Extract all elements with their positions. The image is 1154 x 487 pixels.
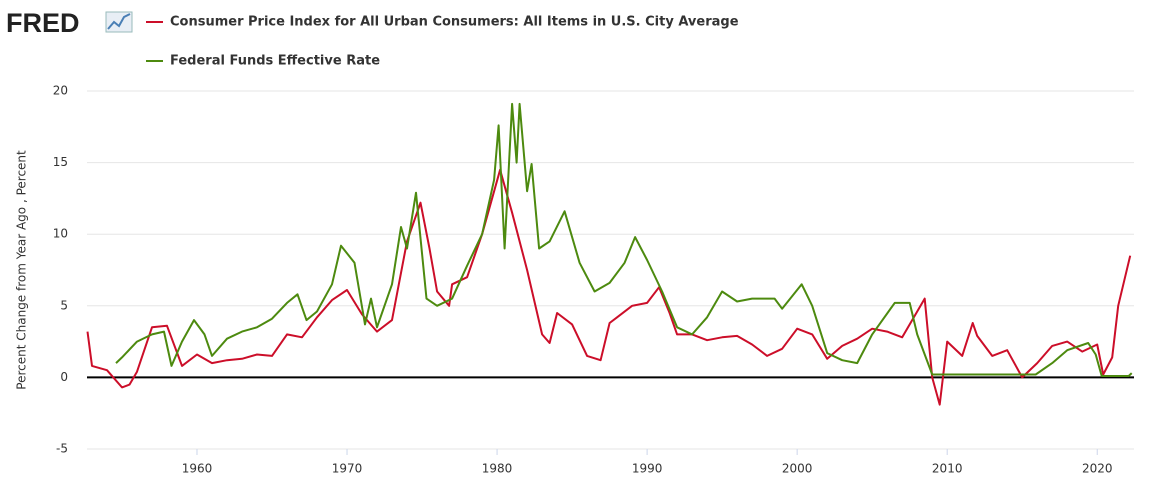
x-tick-label: 2010 bbox=[932, 462, 963, 476]
x-tick-label: 1990 bbox=[632, 462, 663, 476]
y-tick-label: 0 bbox=[60, 370, 68, 384]
legend-label: Federal Funds Effective Rate bbox=[170, 54, 380, 69]
logo: FRED bbox=[6, 8, 80, 38]
y-axis-label: Percent Change from Year Ago , Percent bbox=[15, 150, 29, 390]
logo-icon-line bbox=[107, 13, 131, 30]
x-tick-label: 1970 bbox=[332, 462, 363, 476]
series-line bbox=[115, 102, 1133, 377]
x-tick-label: 2020 bbox=[1082, 462, 1113, 476]
legend-label: Consumer Price Index for All Urban Consu… bbox=[170, 15, 739, 30]
y-tick-label: 20 bbox=[53, 84, 68, 98]
y-tick-label: 10 bbox=[53, 227, 68, 241]
y-tick-label: 5 bbox=[60, 298, 68, 312]
y-tick-label: -5 bbox=[56, 442, 68, 456]
series-line bbox=[86, 168, 1132, 406]
x-tick-label: 1980 bbox=[482, 462, 513, 476]
x-tick-label: 1960 bbox=[182, 462, 213, 476]
y-tick-label: 15 bbox=[53, 155, 68, 169]
x-tick-label: 2000 bbox=[782, 462, 813, 476]
